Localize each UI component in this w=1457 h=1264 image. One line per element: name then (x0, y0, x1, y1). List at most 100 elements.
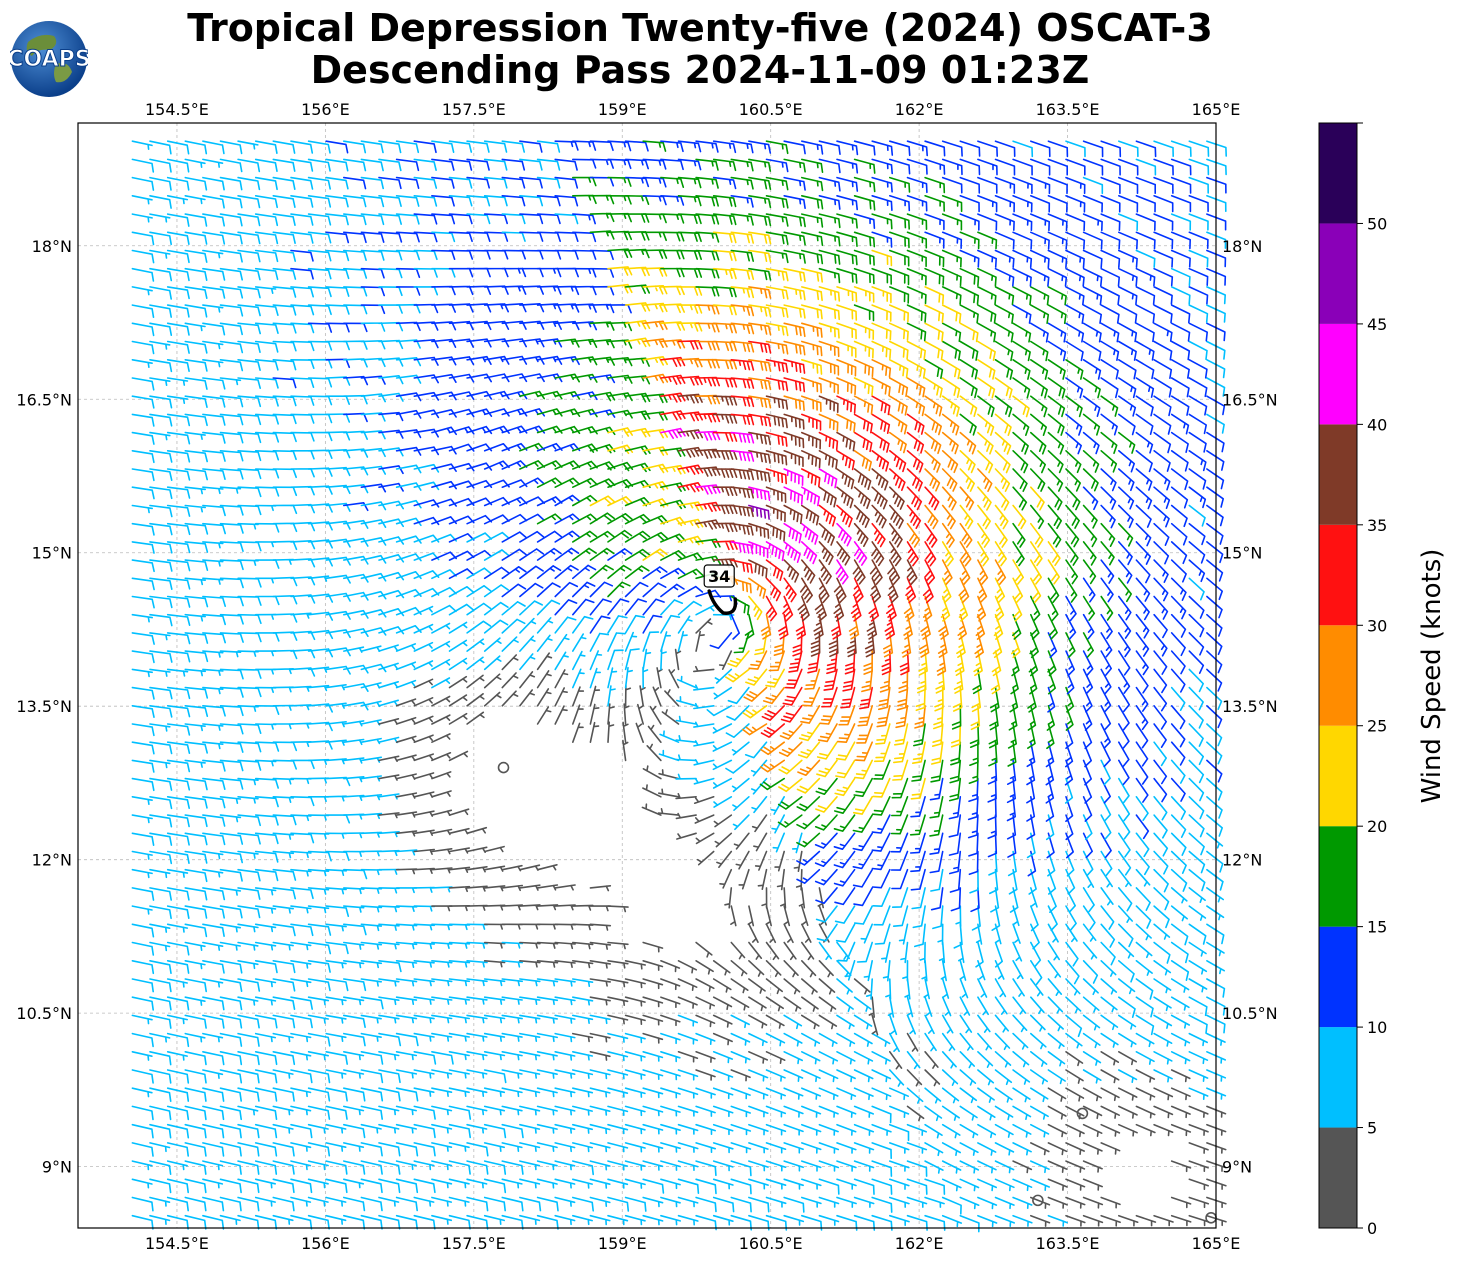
wind-barb (906, 1051, 921, 1070)
wind-barb (202, 195, 225, 209)
wind-barb (853, 1178, 875, 1195)
wind-barb (924, 1087, 942, 1104)
wind-barb (856, 723, 873, 744)
wind-barb (360, 645, 382, 652)
wind-barb (1118, 1051, 1137, 1066)
wind-barb (219, 1105, 242, 1121)
wind-barb (852, 832, 873, 852)
wind-barb (668, 669, 680, 689)
wind-barb (166, 1196, 189, 1212)
wind-barb (501, 690, 519, 707)
wind-barb (184, 650, 209, 663)
wind-barb (836, 1032, 856, 1047)
wind-barb (765, 1051, 786, 1064)
wind-barb (624, 1142, 646, 1153)
wind-barb (695, 978, 715, 992)
colorbar-tick-label: 35 (1367, 516, 1387, 535)
wind-barb (801, 377, 822, 394)
wind-barb (219, 522, 244, 534)
wind-barb (918, 650, 928, 676)
wind-barb (712, 176, 737, 190)
wind-barb (1153, 322, 1173, 342)
wind-barb (765, 1014, 785, 1029)
wind-barb (1065, 1142, 1085, 1155)
wind-barb (589, 495, 616, 507)
wind-barb (881, 941, 891, 963)
wind-barb (254, 668, 277, 675)
wind-barb (572, 686, 585, 707)
wind-barb (1065, 304, 1085, 324)
wind-barb (1206, 723, 1223, 747)
wind-barb (712, 1069, 734, 1082)
wind-barb (935, 668, 945, 694)
wind-barb (871, 868, 891, 889)
wind-barb (184, 340, 208, 354)
wind-barb (272, 450, 297, 461)
wind-barb (730, 286, 755, 299)
wind-barb (607, 1196, 630, 1212)
wind-barb (589, 1160, 611, 1171)
wind-barb (994, 176, 1016, 194)
wind-barb (413, 1014, 435, 1024)
wind-barb (919, 632, 930, 658)
wind-barb (977, 176, 998, 194)
wind-barb (290, 340, 315, 352)
wind-barb (184, 632, 209, 644)
wind-barb (1118, 504, 1134, 529)
wind-barb (911, 887, 926, 910)
wind-barb (519, 249, 544, 260)
wind-barb (184, 304, 208, 318)
wind-barb (254, 231, 279, 245)
wind-barb (519, 355, 545, 365)
wind-barb (1170, 1105, 1191, 1119)
wind-barb (554, 996, 576, 1006)
wind-barb (778, 613, 789, 640)
wind-barb (712, 1178, 734, 1190)
wind-barb (836, 486, 854, 509)
wind-barb (572, 443, 598, 453)
wind-barb (854, 905, 873, 925)
wind-barb (1012, 176, 1033, 194)
wind-barb (272, 213, 296, 226)
wind-barb (149, 723, 171, 732)
wind-barb (924, 340, 944, 361)
wind-barb (1135, 595, 1150, 621)
wind-barb (1065, 359, 1084, 380)
wind-barb (149, 1196, 171, 1207)
wind-barb (914, 923, 926, 948)
wind-barb (166, 213, 190, 227)
wind-barb (325, 665, 351, 675)
wind-barb (395, 158, 420, 172)
wind-barb (906, 286, 927, 305)
wind-barb (853, 359, 874, 378)
wind-barb (642, 158, 667, 170)
wind-barb (1100, 195, 1121, 213)
wind-barb (1206, 832, 1224, 849)
wind-barb (884, 613, 895, 640)
wind-barb (219, 613, 244, 625)
wind-barb (818, 231, 841, 247)
wind-barb (254, 468, 280, 479)
wind-barb (818, 996, 837, 1012)
wind-barb (1030, 395, 1048, 418)
wind-barb (994, 1178, 1015, 1192)
wind-barb (413, 195, 438, 207)
wind-barb (1100, 595, 1114, 621)
wind-barb (1188, 577, 1205, 601)
wind-barb (818, 195, 841, 210)
wind-barb (448, 675, 468, 689)
wind-barb (624, 1105, 646, 1117)
wind-barb (519, 653, 536, 671)
wind-barb (572, 1214, 593, 1226)
wind-barb (1030, 195, 1051, 213)
wind-barb (202, 1087, 225, 1102)
wind-barb (184, 978, 207, 993)
wind-barb (818, 1014, 838, 1030)
wind-barb (1135, 705, 1149, 731)
wind-barb (536, 158, 561, 171)
wind-barb (1030, 468, 1046, 492)
wind-barb (748, 158, 772, 172)
wind-barb (730, 1051, 751, 1064)
lat-tick-label-right: 9°N (1222, 1158, 1252, 1177)
wind-barb (783, 195, 806, 209)
